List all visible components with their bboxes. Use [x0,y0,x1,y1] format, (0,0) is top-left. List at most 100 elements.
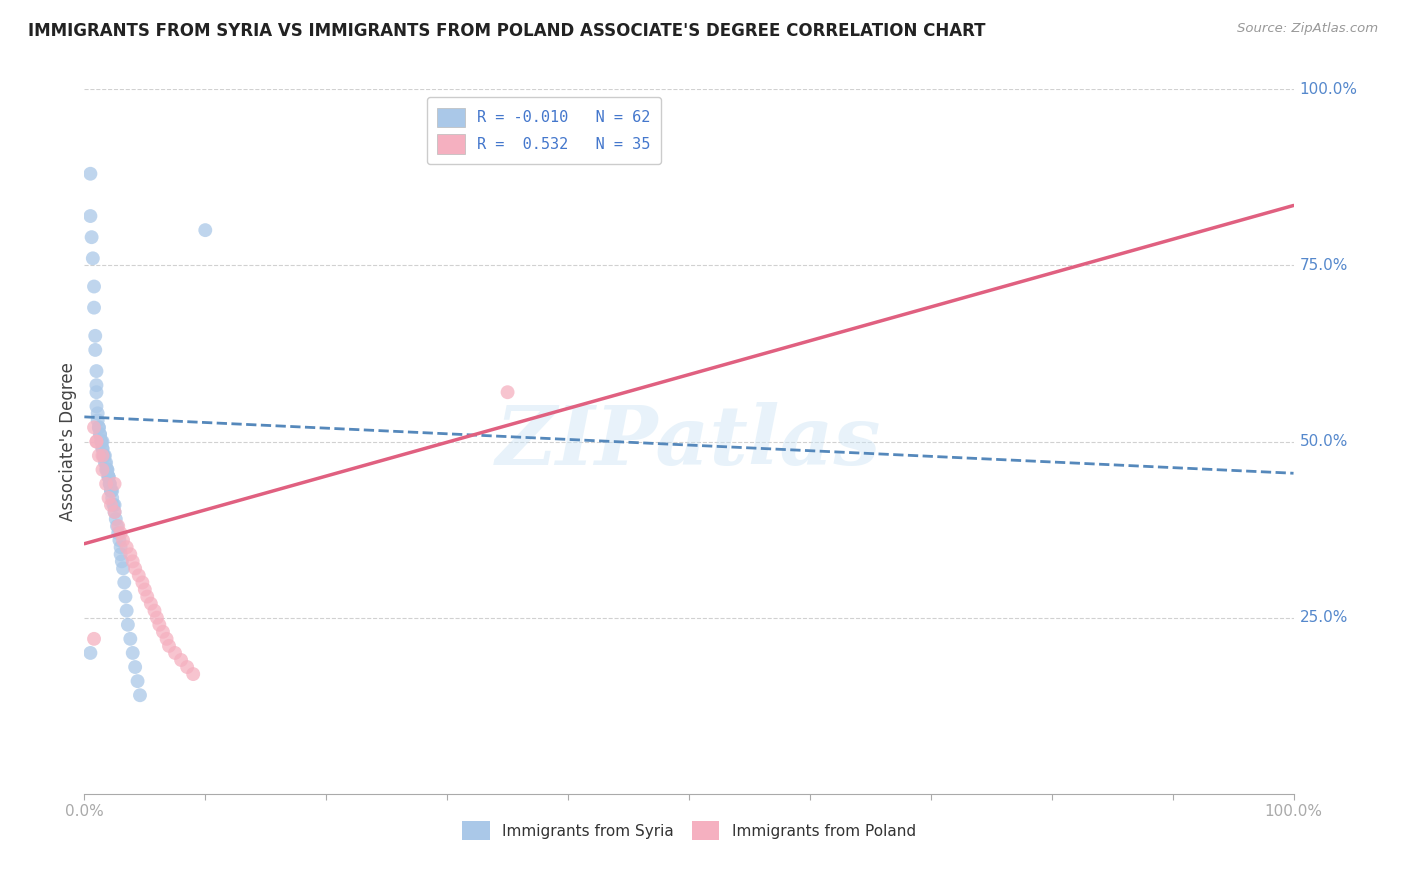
Point [120,547,142,561]
Point [93,449,115,463]
Point [104,476,127,491]
Point [80,230,103,244]
Point [91,442,114,456]
Point [496,385,519,400]
Point [115,604,138,618]
Point [86,406,108,420]
Point [89,427,111,442]
Text: Source: ZipAtlas.com: Source: ZipAtlas.com [1237,22,1378,36]
Legend: Immigrants from Syria, Immigrants from Poland: Immigrants from Syria, Immigrants from P… [453,812,925,850]
Point [165,646,187,660]
Point [128,568,150,582]
Point [181,667,204,681]
Point [91,442,114,456]
Point [79,167,101,181]
Point [100,483,122,498]
Point [98,476,121,491]
Text: 50.0%: 50.0% [1299,434,1348,449]
Point [86,399,108,413]
Point [91,449,114,463]
Point [90,434,112,449]
Point [136,590,159,604]
Point [83,279,105,293]
Point [114,590,136,604]
Point [115,541,138,555]
Point [107,526,129,541]
Point [100,498,122,512]
Point [143,604,166,618]
Point [107,519,129,533]
Point [97,469,120,483]
Point [176,660,198,674]
Point [112,561,135,575]
Point [93,449,115,463]
Point [129,688,152,702]
Point [104,498,127,512]
Point [104,512,127,526]
Point [86,434,108,449]
Point [83,301,105,315]
Point [86,364,108,378]
Point [94,463,117,477]
Point [97,469,120,483]
Point [124,561,146,575]
Point [94,449,117,463]
Point [89,427,111,442]
Text: ZIPatlas: ZIPatlas [496,401,882,482]
Point [94,476,117,491]
Point [98,476,121,491]
Point [83,420,105,434]
Point [121,646,143,660]
Text: IMMIGRANTS FROM SYRIA VS IMMIGRANTS FROM POLAND ASSOCIATE'S DEGREE CORRELATION C: IMMIGRANTS FROM SYRIA VS IMMIGRANTS FROM… [28,22,986,40]
Point [87,449,110,463]
Point [91,463,114,477]
Point [90,434,112,449]
Point [170,653,193,667]
Y-axis label: Associate's Degree: Associate's Degree [59,362,77,521]
Point [94,456,117,470]
Point [82,252,104,266]
Point [121,554,143,568]
Point [97,469,120,483]
Point [194,223,217,237]
Point [104,505,127,519]
Point [105,519,128,533]
Text: 100.0%: 100.0% [1299,82,1358,96]
Point [112,533,135,548]
Point [120,632,142,646]
Point [117,617,139,632]
Point [157,639,180,653]
Point [110,541,132,555]
Point [94,456,117,470]
Point [86,378,108,392]
Point [101,483,124,498]
Point [104,505,127,519]
Point [139,597,162,611]
Point [87,420,110,434]
Point [101,491,124,505]
Point [108,533,131,548]
Point [91,434,114,449]
Point [112,575,135,590]
Point [96,463,118,477]
Point [103,498,125,512]
Point [124,660,146,674]
Point [84,328,107,343]
Point [86,413,108,427]
Point [110,547,132,561]
Point [86,434,108,449]
Point [127,674,149,689]
Point [134,582,156,597]
Point [155,632,177,646]
Point [87,420,110,434]
Point [110,526,132,541]
Point [97,491,120,505]
Point [79,646,101,660]
Point [146,610,169,624]
Point [131,575,153,590]
Point [83,632,105,646]
Point [111,554,134,568]
Point [79,209,101,223]
Point [152,624,174,639]
Text: 75.0%: 75.0% [1299,258,1348,273]
